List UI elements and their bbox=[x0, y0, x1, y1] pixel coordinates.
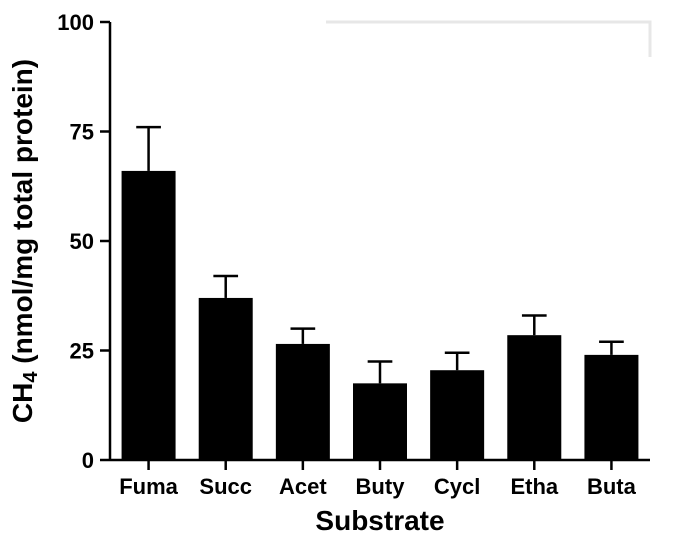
x-tick-label: Cycl bbox=[434, 474, 480, 499]
bar bbox=[353, 383, 407, 460]
x-tick-label: Etha bbox=[510, 474, 558, 499]
frame-mark bbox=[326, 22, 650, 57]
y-tick-label: 0 bbox=[82, 448, 94, 473]
y-axis-title: CH4 (nmol/mg total protein) bbox=[7, 59, 42, 423]
x-tick-label: Acet bbox=[279, 474, 327, 499]
bar bbox=[122, 171, 176, 460]
x-axis-title: Substrate bbox=[315, 505, 444, 536]
bar bbox=[199, 298, 253, 460]
bar bbox=[276, 344, 330, 460]
bar bbox=[430, 370, 484, 460]
x-tick-label: Buty bbox=[356, 474, 406, 499]
x-tick-label: Succ bbox=[199, 474, 252, 499]
y-tick-label: 75 bbox=[70, 120, 94, 145]
bar-chart: 0 25 50 75 100 Fuma Succ Acet Buty Cycl Etha Buta Su… bbox=[0, 0, 677, 551]
y-tick-label: 25 bbox=[70, 339, 94, 364]
y-tick-label: 50 bbox=[70, 229, 94, 254]
chart-container: 0 25 50 75 100 Fuma Succ Acet Buty Cycl Etha Buta Su… bbox=[0, 0, 677, 551]
x-tick-label: Buta bbox=[587, 474, 637, 499]
bar bbox=[507, 335, 561, 460]
x-tick-label: Fuma bbox=[119, 474, 178, 499]
y-tick-label: 100 bbox=[57, 10, 94, 35]
bar bbox=[584, 355, 638, 460]
